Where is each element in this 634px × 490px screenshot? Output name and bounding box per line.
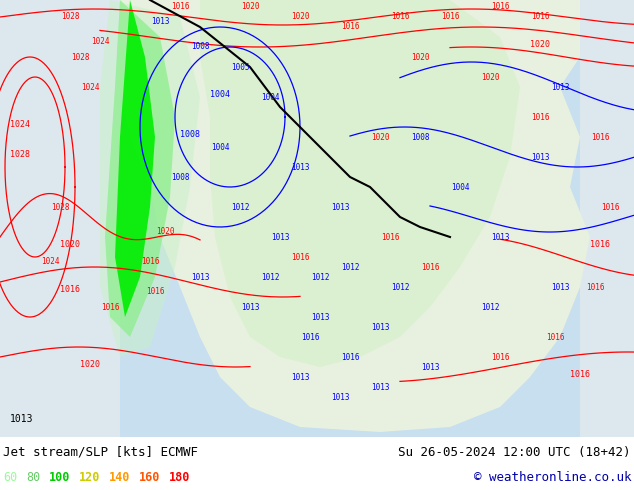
Text: 1013: 1013: [311, 313, 329, 321]
Polygon shape: [200, 0, 520, 367]
Text: 1016: 1016: [101, 302, 119, 312]
Text: 1020: 1020: [60, 240, 80, 249]
Text: 140: 140: [109, 470, 131, 484]
Text: 1004: 1004: [261, 93, 279, 101]
Text: 1016: 1016: [291, 252, 309, 262]
Text: 1016: 1016: [591, 132, 609, 142]
Text: 1013: 1013: [291, 163, 309, 172]
Polygon shape: [100, 0, 200, 357]
Text: 1012: 1012: [340, 263, 359, 271]
Text: 1012: 1012: [391, 283, 410, 292]
Text: 1016: 1016: [301, 333, 320, 342]
Text: 180: 180: [169, 470, 190, 484]
Polygon shape: [105, 0, 175, 337]
Text: 1028: 1028: [61, 13, 79, 22]
Text: 1016: 1016: [586, 283, 604, 292]
Text: 1012: 1012: [261, 272, 279, 281]
Text: Jet stream/SLP [kts] ECMWF: Jet stream/SLP [kts] ECMWF: [3, 445, 198, 459]
Text: 160: 160: [139, 470, 160, 484]
Text: Su 26-05-2024 12:00 UTC (18+42): Su 26-05-2024 12:00 UTC (18+42): [399, 445, 631, 459]
Text: 1013: 1013: [491, 232, 509, 242]
Polygon shape: [115, 0, 155, 317]
Text: 1020: 1020: [80, 360, 100, 369]
Text: 1005: 1005: [231, 63, 249, 72]
Text: 100: 100: [49, 470, 70, 484]
Text: 1013: 1013: [291, 372, 309, 382]
Text: 1008: 1008: [180, 130, 200, 139]
FancyBboxPatch shape: [0, 0, 634, 437]
Text: 1016: 1016: [171, 2, 190, 11]
Text: 1013: 1013: [551, 82, 569, 92]
Text: 1013: 1013: [191, 272, 209, 281]
Text: 1028: 1028: [51, 202, 69, 212]
Text: 1016: 1016: [590, 240, 610, 249]
Text: 1016: 1016: [491, 2, 509, 11]
Text: 1016: 1016: [421, 263, 439, 271]
Text: 1012: 1012: [311, 272, 329, 281]
Text: 1013: 1013: [271, 232, 289, 242]
Text: 1012: 1012: [481, 302, 499, 312]
Text: 1020: 1020: [530, 40, 550, 49]
Text: 1013: 1013: [151, 18, 169, 26]
Text: 1016: 1016: [146, 288, 164, 296]
Text: 1016: 1016: [570, 370, 590, 379]
Text: 1008: 1008: [191, 43, 209, 51]
Text: © weatheronline.co.uk: © weatheronline.co.uk: [474, 470, 631, 484]
Text: 1016: 1016: [340, 352, 359, 362]
Text: 1020: 1020: [371, 132, 389, 142]
Text: 1013: 1013: [331, 392, 349, 401]
FancyBboxPatch shape: [580, 0, 634, 437]
FancyBboxPatch shape: [0, 0, 120, 437]
Text: 1016: 1016: [391, 13, 410, 22]
Text: 1016: 1016: [60, 285, 80, 294]
Text: 1016: 1016: [531, 13, 549, 22]
Text: 1024: 1024: [91, 38, 109, 47]
Text: 120: 120: [79, 470, 100, 484]
Text: 1016: 1016: [441, 13, 459, 22]
Polygon shape: [120, 0, 590, 432]
Text: 1013: 1013: [531, 152, 549, 162]
Text: 1016: 1016: [531, 113, 549, 122]
Text: 1028: 1028: [10, 150, 30, 159]
Text: 1028: 1028: [71, 52, 89, 62]
Text: 1008: 1008: [411, 132, 429, 142]
Text: 1020: 1020: [411, 52, 429, 62]
Text: 60: 60: [3, 470, 17, 484]
Text: 1020: 1020: [156, 227, 174, 237]
Text: 1016: 1016: [546, 333, 564, 342]
Text: 1004: 1004: [451, 182, 469, 192]
Text: 1013: 1013: [551, 283, 569, 292]
Text: 1016: 1016: [340, 23, 359, 31]
Text: 1008: 1008: [171, 172, 190, 181]
Text: 1016: 1016: [491, 352, 509, 362]
Text: 1013: 1013: [241, 302, 259, 312]
Text: 1013: 1013: [371, 322, 389, 332]
Text: 1013: 1013: [371, 383, 389, 392]
Text: 1020: 1020: [241, 2, 259, 11]
Text: 1024: 1024: [10, 120, 30, 129]
Text: 1013: 1013: [331, 202, 349, 212]
Text: 1013: 1013: [10, 414, 34, 424]
Text: 1024: 1024: [81, 82, 100, 92]
Text: 1016: 1016: [381, 232, 399, 242]
Text: 1013: 1013: [421, 363, 439, 371]
Text: 1020: 1020: [481, 73, 499, 81]
Text: 1016: 1016: [601, 202, 619, 212]
Text: 1004: 1004: [210, 90, 230, 99]
Text: 1020: 1020: [291, 13, 309, 22]
Text: 1016: 1016: [141, 258, 159, 267]
Text: 1012: 1012: [231, 202, 249, 212]
Text: 1004: 1004: [210, 143, 230, 151]
Text: 80: 80: [26, 470, 40, 484]
Text: 1024: 1024: [41, 258, 59, 267]
